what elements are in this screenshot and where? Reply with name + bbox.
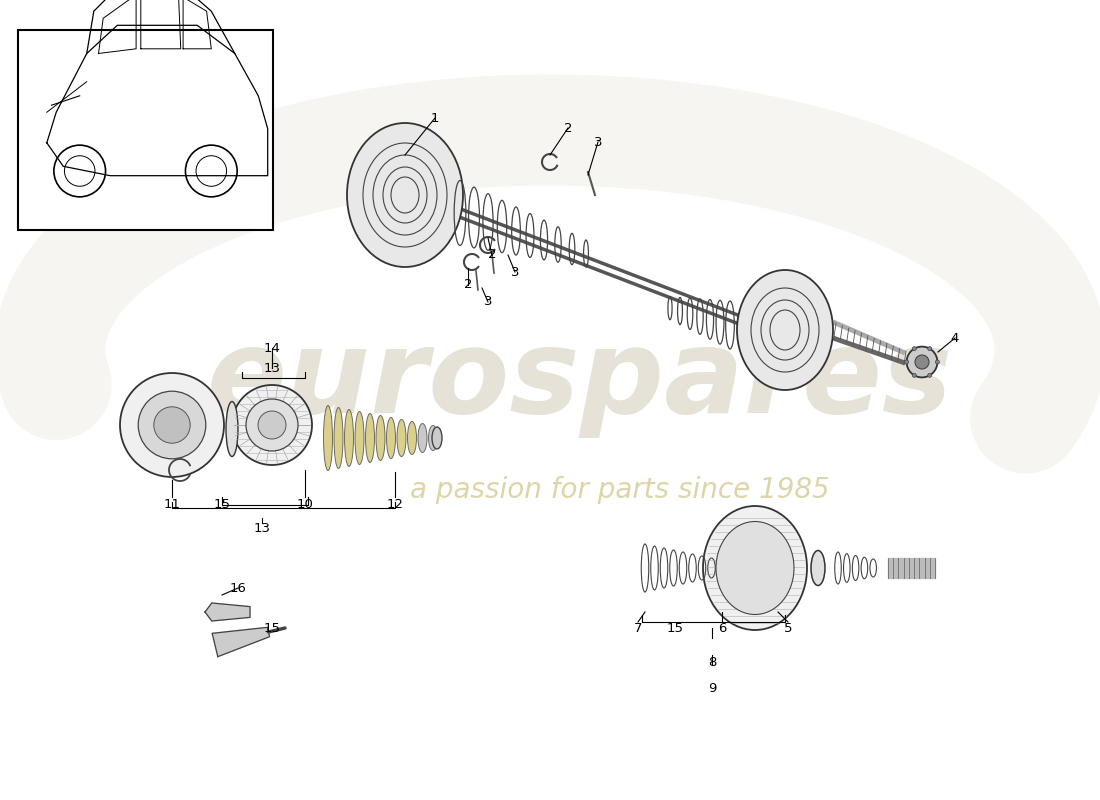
Ellipse shape (429, 426, 438, 450)
Ellipse shape (154, 406, 190, 443)
Ellipse shape (716, 522, 794, 614)
Ellipse shape (906, 346, 937, 378)
Text: 9: 9 (707, 682, 716, 694)
Ellipse shape (355, 411, 364, 465)
Polygon shape (205, 603, 250, 621)
Text: 3: 3 (594, 135, 603, 149)
Text: a passion for parts since 1985: a passion for parts since 1985 (410, 476, 829, 504)
Ellipse shape (935, 360, 939, 364)
Ellipse shape (904, 360, 909, 364)
Ellipse shape (407, 422, 417, 454)
Ellipse shape (912, 346, 916, 350)
Text: 2: 2 (487, 249, 496, 262)
Text: 13: 13 (253, 522, 271, 534)
Ellipse shape (232, 385, 312, 465)
Ellipse shape (927, 346, 932, 350)
Text: 15: 15 (213, 498, 231, 511)
Text: 7: 7 (634, 622, 642, 634)
Ellipse shape (811, 550, 825, 586)
Text: 13: 13 (264, 362, 280, 374)
Ellipse shape (386, 418, 396, 458)
Ellipse shape (120, 373, 224, 477)
Bar (18, 30, 273, 230)
Text: 15: 15 (667, 622, 683, 634)
Text: 12: 12 (386, 498, 404, 511)
Text: 1: 1 (431, 111, 439, 125)
Text: 11: 11 (164, 498, 180, 511)
Text: 4: 4 (950, 331, 959, 345)
Ellipse shape (703, 506, 807, 630)
Text: 6: 6 (718, 622, 726, 634)
Ellipse shape (927, 374, 932, 378)
Polygon shape (212, 627, 270, 657)
Ellipse shape (346, 123, 463, 267)
Text: 3: 3 (484, 295, 493, 309)
Text: 15: 15 (264, 622, 280, 634)
Ellipse shape (432, 427, 442, 449)
Ellipse shape (915, 355, 930, 369)
Text: 16: 16 (230, 582, 246, 594)
Ellipse shape (246, 399, 298, 451)
Text: 8: 8 (707, 655, 716, 669)
Text: 14: 14 (264, 342, 280, 354)
Ellipse shape (344, 410, 353, 466)
Ellipse shape (258, 411, 286, 439)
Text: 3: 3 (510, 266, 519, 278)
Text: 10: 10 (297, 498, 313, 511)
Ellipse shape (737, 270, 833, 390)
Ellipse shape (365, 414, 374, 462)
Ellipse shape (139, 391, 206, 459)
Ellipse shape (912, 374, 916, 378)
Text: 2: 2 (464, 278, 472, 291)
Ellipse shape (334, 407, 343, 469)
Text: 5: 5 (783, 622, 792, 634)
Text: eurospares: eurospares (207, 322, 953, 438)
Ellipse shape (397, 419, 406, 457)
Ellipse shape (376, 415, 385, 461)
Ellipse shape (226, 402, 238, 457)
Ellipse shape (323, 406, 332, 470)
Text: 2: 2 (563, 122, 572, 134)
Ellipse shape (418, 423, 427, 453)
